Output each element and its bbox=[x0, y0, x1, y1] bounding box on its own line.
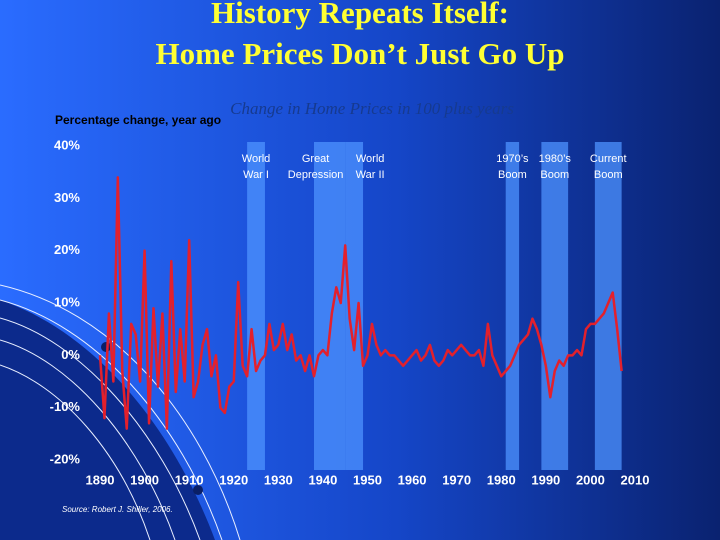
x-tick-label: 1930 bbox=[264, 472, 293, 487]
decoration bbox=[0, 284, 241, 540]
x-tick-label: 1990 bbox=[531, 472, 560, 487]
x-tick-label: 1900 bbox=[130, 472, 159, 487]
y-axis-label: Percentage change, year ago bbox=[55, 113, 221, 127]
y-tick-label: 10% bbox=[54, 294, 80, 309]
x-tick-label: 1960 bbox=[398, 472, 427, 487]
period-band bbox=[314, 142, 346, 470]
period-label: War II bbox=[356, 169, 385, 181]
bands bbox=[247, 142, 622, 470]
period-label: War I bbox=[243, 169, 269, 181]
data-line bbox=[98, 176, 623, 430]
y-tick-label: 40% bbox=[54, 137, 80, 152]
period-label: Great bbox=[302, 153, 330, 165]
y-tick-label: -20% bbox=[50, 451, 81, 466]
period-label: Boom bbox=[594, 169, 623, 181]
x-tick-label: 1980 bbox=[487, 472, 516, 487]
period-label: 1980’s bbox=[539, 153, 572, 165]
title-line: Home Prices Don’t Just Go Up bbox=[156, 36, 565, 71]
period-label: Depression bbox=[288, 169, 344, 181]
period-label: World bbox=[242, 153, 271, 165]
y-tick-label: 30% bbox=[54, 190, 80, 205]
y-tick-label: 0% bbox=[61, 347, 80, 362]
x-tick-label: 1950 bbox=[353, 472, 382, 487]
period-band bbox=[541, 142, 569, 470]
source: Source: Robert J. Shiller, 2006. bbox=[62, 505, 173, 514]
period-label: World bbox=[356, 153, 385, 165]
period-label: 1970’s bbox=[496, 153, 529, 165]
x-tick-label: 1920 bbox=[219, 472, 248, 487]
x-tick-label: 2000 bbox=[576, 472, 605, 487]
x-tick-label: 1910 bbox=[175, 472, 204, 487]
subtitle: Change in Home Prices in 100 plus years bbox=[230, 99, 514, 118]
x-tick-label: 1940 bbox=[308, 472, 337, 487]
x-tick-label: 1890 bbox=[86, 472, 115, 487]
period-band bbox=[505, 142, 520, 470]
period-band bbox=[345, 142, 364, 470]
y-tick-label: -10% bbox=[50, 399, 81, 414]
period-label: Current bbox=[590, 153, 627, 165]
period-label: Boom bbox=[498, 169, 527, 181]
title-line: History Repeats Itself: bbox=[211, 0, 509, 30]
period-band bbox=[247, 142, 265, 470]
y-tick-label: 20% bbox=[54, 242, 80, 257]
x-tick-label: 1970 bbox=[442, 472, 471, 487]
x-tick-label: 2010 bbox=[621, 472, 650, 487]
period-label: Boom bbox=[540, 169, 569, 181]
